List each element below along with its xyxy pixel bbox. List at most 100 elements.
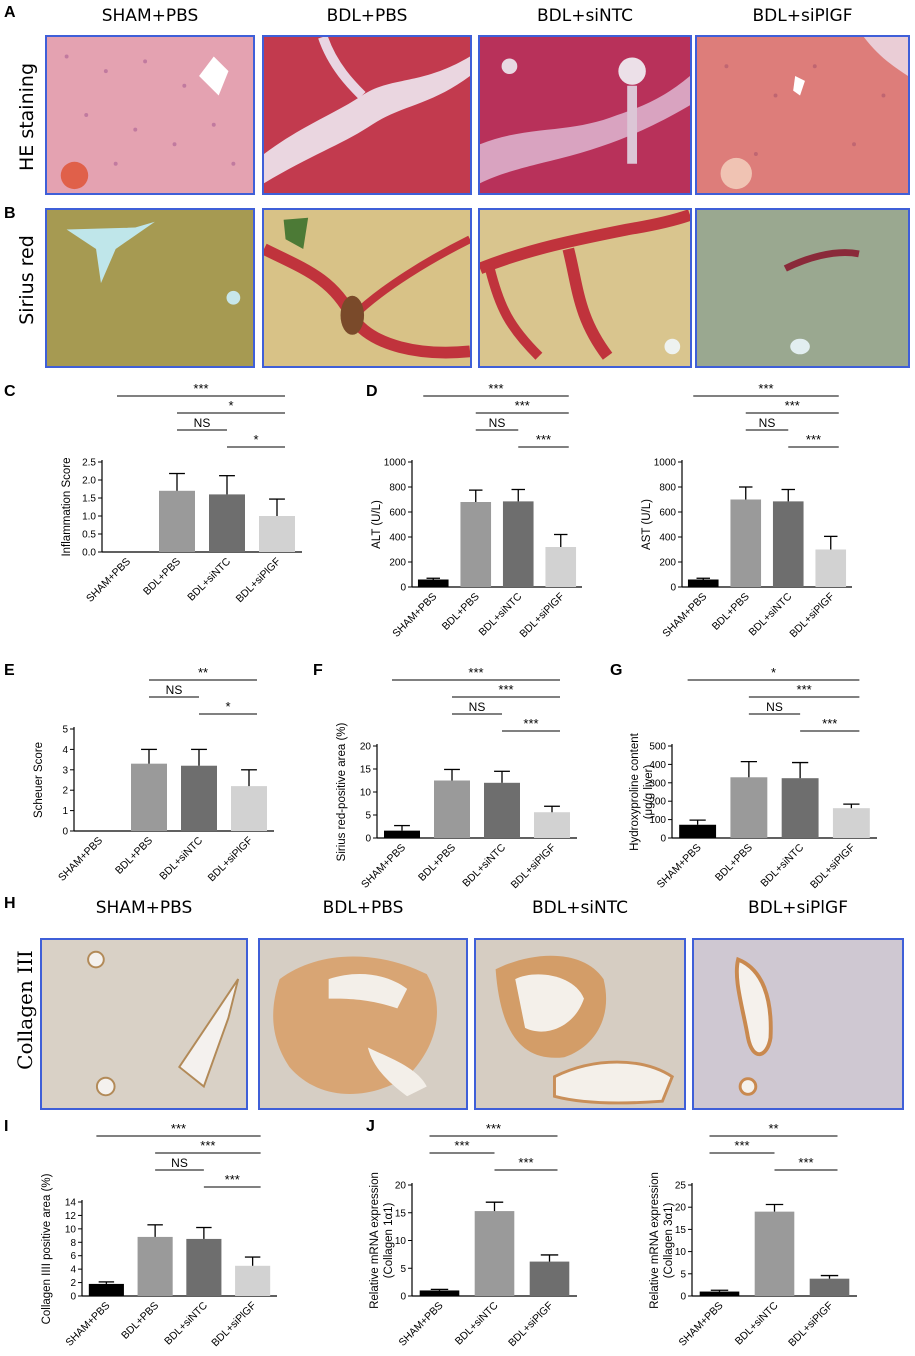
significance-label: *** [806, 432, 821, 447]
significance-label: NS [171, 1156, 188, 1170]
bar [730, 777, 768, 838]
y-tick-label: 3 [62, 765, 68, 776]
bar [832, 808, 870, 838]
y-tick-label: 15 [395, 1208, 407, 1219]
y-axis-label: Inflammation Score [61, 457, 73, 556]
bar [699, 1291, 740, 1296]
bar [434, 780, 470, 838]
x-tick-label: BDL+siNTC [162, 1299, 210, 1347]
y-tick-label: 25 [675, 1181, 687, 1192]
bar [529, 1261, 570, 1296]
h-column-heading-bdl-siplgf: BDL+siPlGF [748, 898, 848, 918]
bar [235, 1265, 271, 1296]
x-tick-label: BDL+siNTC [460, 841, 508, 889]
bar [88, 1283, 124, 1296]
bar [209, 494, 245, 552]
x-tick-label: BDL+siPlGF [517, 591, 567, 641]
significance-label: *** [536, 432, 551, 447]
y-tick-label: 14 [65, 1198, 77, 1209]
significance-label: *** [468, 665, 483, 680]
chart-g-hydroxyproline: 0 100 200 300 400 500 Hydroxyproline content (μ… [629, 665, 877, 891]
y-tick-label: 2 [62, 786, 68, 797]
y-tick-label: 0 [660, 834, 666, 845]
bar [502, 501, 534, 587]
chart-d-alt: 0 200 400 600 800 1000 ALT (U/L) SHAM+PBS BDL+PB… [371, 381, 582, 641]
y-tick-label: 15 [675, 1225, 687, 1236]
y-tick-label: 400 [649, 760, 666, 771]
y-tick-label: 800 [659, 483, 676, 494]
significance-label: NS [469, 700, 486, 714]
h-column-heading-bdl-sintc: BDL+siNTC [531, 898, 629, 918]
y-tick-label: 4 [62, 745, 68, 756]
x-tick-label: BDL+PBS [113, 835, 155, 877]
h-column-heading-bdl-pbs: BDL+PBS [322, 898, 404, 918]
significance-label: *** [798, 1155, 813, 1170]
x-tick-label: SHAM+PBS [660, 591, 709, 640]
x-tick-label: SHAM+PBS [390, 591, 439, 640]
y-tick-label: 8 [70, 1238, 76, 1249]
y-tick-label: 1000 [384, 458, 407, 469]
chart-i-collagen-area: 0 2 4 6 8 10 12 14 Collagen IIII positive area (… [41, 1121, 277, 1349]
sirius-micrograph-bdl-sintc [478, 208, 692, 368]
significance-label: NS [166, 683, 183, 697]
y-tick-label: 200 [659, 558, 676, 569]
significance-label: *** [171, 1121, 186, 1136]
y-tick-label: 1.0 [82, 512, 96, 523]
y-axis-label: ALT (U/L) [371, 500, 383, 549]
significance-label: *** [454, 1138, 469, 1153]
y-tick-label: 1.5 [82, 494, 96, 505]
panel-letter-j: J [366, 1118, 375, 1135]
significance-label: *** [797, 682, 812, 697]
y-tick-label: 12 [65, 1211, 77, 1222]
y-tick-label: 0 [365, 834, 371, 845]
x-tick-label: SHAM+PBS [655, 842, 704, 891]
chart-j-collagen3a1: 0 5 10 15 20 25 Relative mRNA expression (Colla… [649, 1121, 857, 1349]
significance-label: NS [194, 416, 211, 430]
sirius-micrograph-bdl-siplgf [695, 208, 910, 368]
significance-label: * [225, 699, 230, 714]
collagen-micrograph-sham [40, 938, 248, 1110]
y-tick-label: 5 [365, 811, 371, 822]
column-heading-sham: SHAM+PBS [101, 6, 199, 26]
significance-label: *** [200, 1138, 215, 1153]
bar [137, 1236, 173, 1296]
chart-d-ast: 0 200 400 600 800 1000 AST (U/L) SHAM+PBS BDL+PB… [641, 381, 852, 640]
x-tick-label: BDL+PBS [713, 842, 755, 884]
bar [474, 1211, 515, 1296]
significance-label: ** [198, 665, 208, 680]
bar [679, 824, 717, 838]
x-tick-label: BDL+PBS [119, 1300, 161, 1342]
bar [809, 1278, 850, 1296]
y-tick-label: 20 [395, 1181, 407, 1192]
significance-label: ** [768, 1121, 778, 1136]
bar [815, 549, 847, 587]
significance-label: *** [498, 682, 513, 697]
chart-j-collagen1a1: 0 5 10 15 20 Relative mRNA expression (Collage… [369, 1121, 577, 1349]
collagen-micrograph-bdl-siplgf [692, 938, 904, 1110]
y-tick-label: 10 [360, 788, 372, 799]
y-tick-label: 0.5 [82, 530, 96, 541]
x-tick-label: BDL+siNTC [185, 555, 233, 603]
significance-label: *** [785, 398, 800, 413]
he-micrograph-bdl-sintc [478, 35, 692, 195]
bar [384, 830, 420, 838]
x-tick-label: BDL+PBS [710, 591, 752, 633]
y-tick-label: 5 [400, 1264, 406, 1275]
h-column-heading-sham: SHAM+PBS [95, 898, 193, 918]
panel-letter-c: C [4, 383, 16, 400]
x-tick-label: SHAM+PBS [396, 1300, 445, 1349]
y-tick-label: 400 [659, 533, 676, 544]
bar [460, 502, 492, 587]
significance-label: * [771, 665, 776, 680]
y-axis-label: AST (U/L) [641, 499, 653, 550]
x-tick-label: BDL+siPlGF [509, 842, 559, 892]
bar [186, 1238, 222, 1296]
bar [419, 1290, 460, 1296]
y-tick-label: 0.0 [82, 548, 96, 559]
bar [131, 763, 167, 831]
y-tick-label: 10 [395, 1236, 407, 1247]
panel-letter-d: D [366, 383, 378, 400]
panel-letter-g: G [610, 662, 623, 679]
x-tick-label: SHAM+PBS [63, 1300, 112, 1349]
y-tick-label: 10 [675, 1247, 687, 1258]
